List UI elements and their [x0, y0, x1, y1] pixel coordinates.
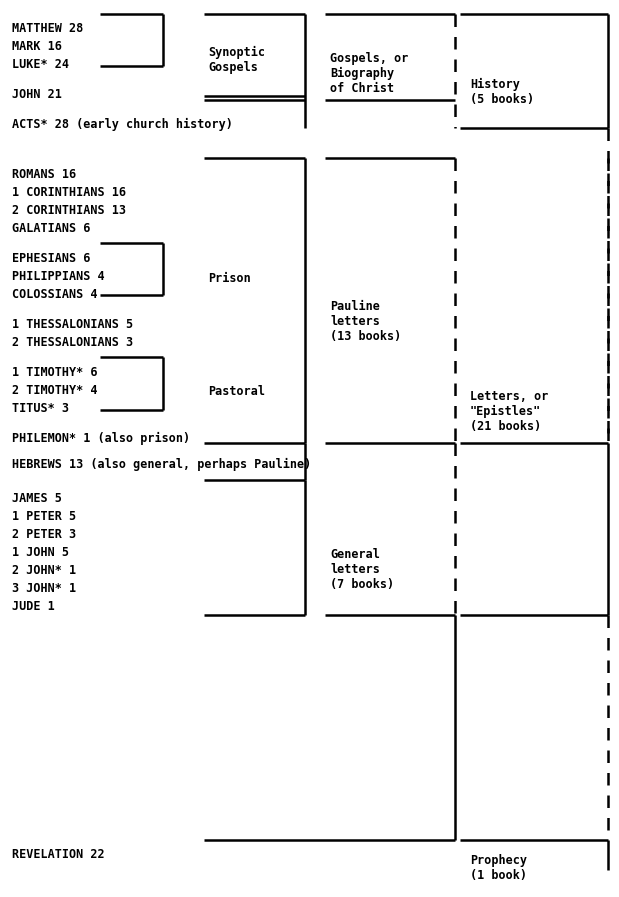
Text: Synoptic
Gospels: Synoptic Gospels: [208, 46, 265, 74]
Text: 2 PETER 3: 2 PETER 3: [12, 528, 76, 541]
Text: Gospels, or
Biography
of Christ: Gospels, or Biography of Christ: [330, 52, 409, 95]
Text: History
(5 books): History (5 books): [470, 78, 534, 106]
Text: GALATIANS 6: GALATIANS 6: [12, 222, 90, 235]
Text: Pauline
letters
(13 books): Pauline letters (13 books): [330, 300, 401, 343]
Text: Prison: Prison: [208, 272, 251, 285]
Text: TITUS* 3: TITUS* 3: [12, 402, 69, 415]
Text: General
letters
(7 books): General letters (7 books): [330, 548, 394, 591]
Text: EPHESIANS 6: EPHESIANS 6: [12, 252, 90, 265]
Text: JUDE 1: JUDE 1: [12, 600, 54, 613]
Text: JAMES 5: JAMES 5: [12, 492, 62, 505]
Text: 2 THESSALONIANS 3: 2 THESSALONIANS 3: [12, 336, 133, 349]
Text: Prophecy
(1 book): Prophecy (1 book): [470, 854, 527, 882]
Text: JOHN 21: JOHN 21: [12, 88, 62, 101]
Text: PHILEMON* 1 (also prison): PHILEMON* 1 (also prison): [12, 432, 190, 445]
Text: 1 THESSALONIANS 5: 1 THESSALONIANS 5: [12, 318, 133, 331]
Text: 2 TIMOTHY* 4: 2 TIMOTHY* 4: [12, 384, 98, 397]
Text: MARK 16: MARK 16: [12, 40, 62, 53]
Text: Pastoral: Pastoral: [208, 385, 265, 398]
Text: 2 CORINTHIANS 13: 2 CORINTHIANS 13: [12, 204, 126, 217]
Text: 1 CORINTHIANS 16: 1 CORINTHIANS 16: [12, 186, 126, 199]
Text: 1 TIMOTHY* 6: 1 TIMOTHY* 6: [12, 366, 98, 379]
Text: HEBREWS 13 (also general, perhaps Pauline): HEBREWS 13 (also general, perhaps Paulin…: [12, 458, 311, 471]
Text: 1 PETER 5: 1 PETER 5: [12, 510, 76, 523]
Text: 2 JOHN* 1: 2 JOHN* 1: [12, 564, 76, 577]
Text: ACTS* 28 (early church history): ACTS* 28 (early church history): [12, 118, 233, 131]
Text: 1 JOHN 5: 1 JOHN 5: [12, 546, 69, 559]
Text: PHILIPPIANS 4: PHILIPPIANS 4: [12, 270, 105, 283]
Text: REVELATION 22: REVELATION 22: [12, 848, 105, 861]
Text: 3 JOHN* 1: 3 JOHN* 1: [12, 582, 76, 595]
Text: ROMANS 16: ROMANS 16: [12, 168, 76, 181]
Text: Letters, or
"Epistles"
(21 books): Letters, or "Epistles" (21 books): [470, 390, 548, 433]
Text: COLOSSIANS 4: COLOSSIANS 4: [12, 288, 98, 301]
Text: LUKE* 24: LUKE* 24: [12, 58, 69, 71]
Text: MATTHEW 28: MATTHEW 28: [12, 22, 83, 35]
